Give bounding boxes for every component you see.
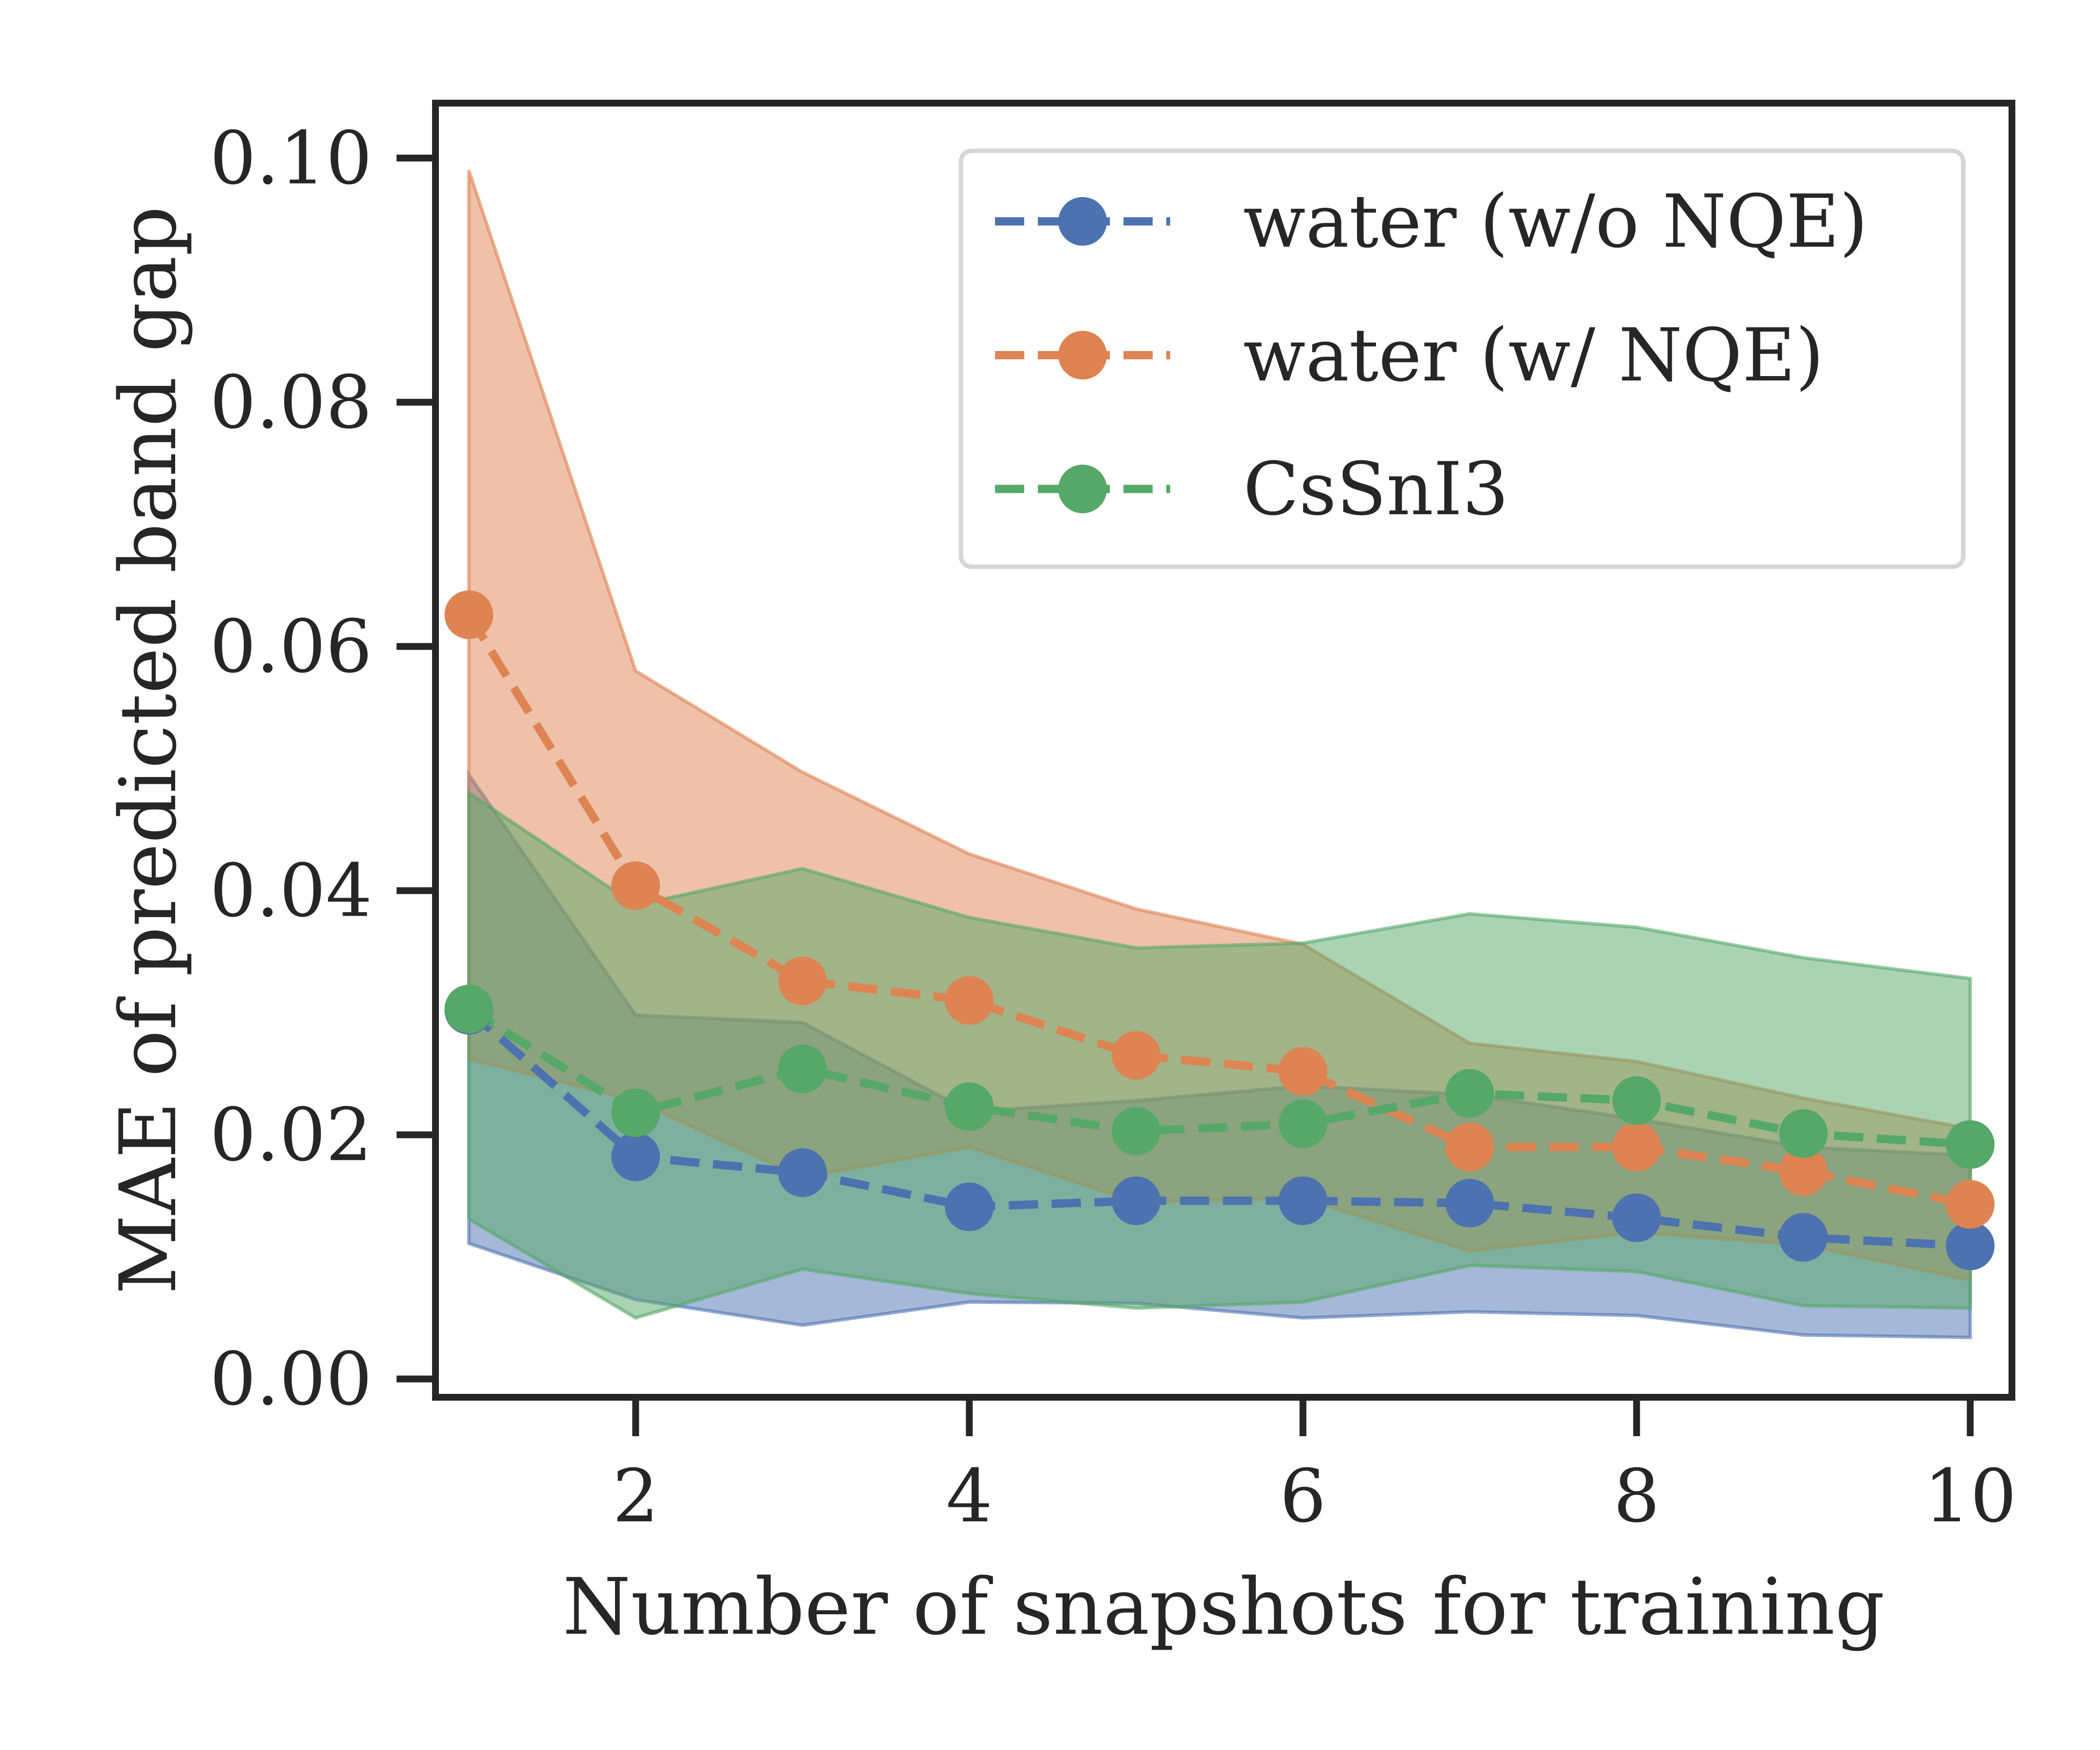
- x-axis-label: Number of snapshots for training: [562, 1561, 1884, 1652]
- legend-marker-water-w-nqe: [1058, 331, 1107, 379]
- point-cssni3-9: [1779, 1109, 1828, 1158]
- legend-marker-cssni3: [1058, 465, 1107, 513]
- point-water-w-o-nqe-9: [1779, 1213, 1828, 1262]
- line-water-w-nqe: [465, 613, 1971, 1209]
- legend-label-water-w-o-nqe: water (w/o NQE): [1243, 180, 1868, 264]
- point-water-w-nqe-3: [778, 956, 827, 1006]
- y-tick-label-5: 0.10: [210, 116, 372, 201]
- point-water-w-nqe-4: [945, 976, 994, 1025]
- legend-marker-water-w-o-nqe: [1058, 197, 1107, 246]
- point-water-w-nqe-8: [1612, 1122, 1661, 1172]
- series-markers: [444, 590, 1995, 1270]
- line-water-w-o-nqe: [466, 1007, 1971, 1250]
- point-cssni3-10: [1946, 1120, 1995, 1169]
- y-axis-ticks: 0.00 0.02 0.04 0.06 0.08 0.10: [210, 116, 435, 1422]
- point-cssni3-5: [1112, 1106, 1160, 1155]
- point-cssni3-1: [444, 985, 493, 1033]
- point-water-w-o-nqe-3: [778, 1148, 827, 1197]
- confidence-bands: [467, 169, 1972, 1339]
- y-tick-label-2: 0.04: [210, 849, 372, 934]
- point-cssni3-3: [778, 1045, 827, 1093]
- x-tick-label-4: 4: [946, 1454, 992, 1539]
- point-cssni3-8: [1612, 1076, 1661, 1125]
- point-water-w-o-nqe-4: [945, 1182, 994, 1231]
- y-tick-label-1: 0.02: [210, 1093, 372, 1177]
- x-tick-label-8: 8: [1613, 1454, 1660, 1539]
- legend-label-water-w-nqe: water (w/ NQE): [1243, 313, 1824, 398]
- point-water-w-nqe-10: [1946, 1180, 1995, 1229]
- point-water-w-o-nqe-2: [611, 1132, 660, 1181]
- point-water-w-o-nqe-6: [1278, 1176, 1327, 1225]
- point-water-w-o-nqe-7: [1445, 1179, 1494, 1227]
- point-water-w-nqe-6: [1278, 1047, 1327, 1096]
- point-water-w-o-nqe-8: [1612, 1193, 1661, 1243]
- point-water-w-nqe-7: [1445, 1122, 1494, 1172]
- point-water-w-nqe-5: [1112, 1031, 1160, 1080]
- y-tick-label-0: 0.00: [210, 1337, 372, 1422]
- point-cssni3-2: [611, 1088, 660, 1137]
- x-tick-label-10: 10: [1924, 1454, 2017, 1539]
- legend-label-cssni3: CsSnI3: [1243, 447, 1509, 532]
- y-tick-label-3: 0.06: [210, 605, 372, 689]
- series-lines: [465, 613, 1971, 1250]
- y-tick-label-4: 0.08: [210, 361, 372, 445]
- point-water-w-o-nqe-10: [1946, 1221, 1995, 1270]
- plot-frame: [432, 100, 2015, 1401]
- legend-box: [959, 148, 1966, 569]
- y-axis-label: MAE of predicted band gap: [103, 206, 194, 1295]
- x-tick-label-6: 6: [1280, 1454, 1326, 1539]
- point-cssni3-4: [945, 1082, 994, 1131]
- point-water-w-o-nqe-5: [1112, 1176, 1160, 1225]
- line-cssni3: [467, 1005, 1971, 1149]
- x-axis-ticks: 2 4 6 8 10: [613, 1397, 2017, 1539]
- x-tick-label-2: 2: [613, 1454, 659, 1539]
- point-water-w-nqe-1: [444, 590, 493, 639]
- legend: water (w/o NQE) water (w/ NQE) CsSnI3: [959, 148, 1966, 569]
- band-cssni3: [467, 790, 1972, 1320]
- point-cssni3-7: [1445, 1069, 1494, 1118]
- point-cssni3-6: [1278, 1099, 1327, 1148]
- point-water-w-nqe-9: [1779, 1147, 1828, 1196]
- point-water-w-nqe-2: [611, 861, 660, 910]
